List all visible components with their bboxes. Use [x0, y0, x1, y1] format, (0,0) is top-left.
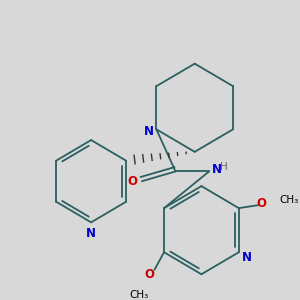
Text: O: O	[145, 268, 155, 281]
Text: CH₃: CH₃	[130, 290, 149, 300]
Text: N: N	[144, 125, 154, 138]
Text: H: H	[220, 161, 227, 172]
Text: O: O	[128, 175, 137, 188]
Text: N: N	[242, 250, 251, 264]
Text: N: N	[86, 226, 96, 240]
Text: N: N	[212, 163, 222, 176]
Text: CH₃: CH₃	[279, 195, 298, 205]
Text: O: O	[257, 197, 267, 210]
